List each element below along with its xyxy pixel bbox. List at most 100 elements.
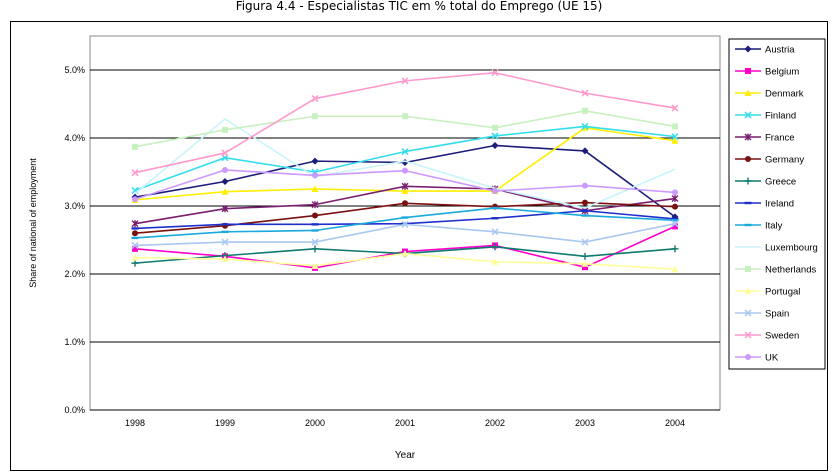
data-point (131, 220, 139, 228)
data-point (131, 259, 139, 267)
legend-item-greece: Greece (735, 177, 796, 188)
x-tick-label: 2004 (665, 418, 685, 428)
data-point (491, 69, 499, 77)
data-point (312, 172, 318, 179)
data-point (582, 199, 588, 206)
data-point (671, 133, 679, 141)
legend-label: Spain (765, 309, 789, 320)
data-point (581, 122, 589, 130)
data-point (582, 182, 588, 189)
data-point (401, 182, 409, 190)
series-group (131, 69, 679, 273)
data-point (671, 265, 679, 273)
data-point (311, 95, 319, 103)
x-tick-label: 2003 (575, 418, 595, 428)
data-point (222, 126, 228, 133)
data-point (221, 178, 229, 186)
data-point (401, 148, 409, 156)
legend-item-italy: Italy (735, 221, 783, 232)
legend-marker (745, 68, 751, 74)
legend-marker (744, 287, 752, 294)
series-luxembourg (134, 118, 676, 209)
legend-item-denmark: Denmark (735, 89, 804, 100)
legend-label: Germany (765, 155, 804, 166)
data-point (581, 147, 589, 155)
data-point (221, 238, 229, 246)
data-point (132, 230, 138, 237)
data-point (672, 189, 678, 196)
legend-item-austria: Austria (735, 45, 795, 56)
legend-marker (745, 266, 751, 272)
data-point (582, 264, 588, 271)
legend-label: Italy (765, 221, 783, 232)
data-point (311, 223, 319, 226)
data-point (131, 241, 139, 249)
legend-marker (744, 309, 752, 317)
legend-item-france: France (735, 133, 795, 144)
data-point (401, 216, 409, 219)
data-point (491, 217, 499, 220)
data-point (311, 245, 319, 253)
data-point (401, 250, 409, 257)
data-point (491, 258, 499, 265)
data-point (491, 228, 499, 236)
data-point (671, 220, 679, 228)
legend-label: Austria (765, 45, 795, 56)
legend-marker (744, 111, 752, 119)
legend-label: Luxembourg (765, 243, 818, 254)
series-italy (131, 206, 679, 240)
legend-marker (745, 156, 751, 162)
legend-label: Netherlands (765, 265, 816, 276)
x-tick-label: 1999 (215, 418, 235, 428)
data-point (491, 243, 499, 251)
data-point (131, 169, 139, 177)
series-sweden (131, 69, 679, 177)
data-point (221, 230, 229, 234)
x-tick-label: 1998 (125, 418, 145, 428)
series-uk (132, 166, 678, 203)
data-point (581, 89, 589, 97)
data-point (581, 260, 589, 267)
y-tick-label: 5.0% (64, 65, 85, 75)
data-point (131, 236, 139, 240)
legend-label: Portugal (765, 287, 800, 298)
plot-area: 0.0% 1.0% 2.0% 3.0% 4.0% 5.0% 1998 1999 2000 200… (64, 35, 721, 428)
legend-label: France (765, 133, 795, 144)
legend-item-belgium: Belgium (735, 67, 799, 78)
data-point (221, 223, 229, 226)
series-portugal (131, 250, 679, 273)
data-point (312, 113, 318, 120)
data-point (581, 252, 589, 260)
y-tick-label: 0.0% (64, 405, 85, 415)
y-axis-ticks: 0.0% 1.0% 2.0% 3.0% 4.0% 5.0% (64, 65, 85, 415)
data-point (491, 141, 499, 149)
series-netherlands (132, 107, 678, 150)
data-point (311, 201, 319, 209)
legend-marker (744, 223, 752, 227)
data-point (402, 167, 408, 174)
data-point (671, 217, 679, 221)
series-spain (131, 220, 679, 249)
legend-label: Denmark (765, 89, 804, 100)
data-point (402, 200, 408, 207)
series-line (134, 118, 676, 209)
data-point (402, 113, 408, 120)
data-point (491, 206, 499, 210)
legend-item-sweden: Sweden (735, 331, 799, 342)
legend-item-germany: Germany (735, 155, 804, 166)
legend-label: Greece (765, 177, 796, 188)
data-point (221, 205, 229, 213)
legend-items: Austria Belgium Denmark Finland France German… (735, 45, 818, 364)
data-point (672, 123, 678, 130)
data-point (581, 209, 589, 212)
y-axis-label: Share of national of employment (28, 158, 38, 288)
legend-marker (745, 354, 751, 360)
data-point (131, 254, 139, 261)
data-point (581, 214, 589, 217)
legend-item-portugal: Portugal (735, 287, 800, 298)
y-tick-label: 2.0% (64, 269, 85, 279)
legend-label: Sweden (765, 331, 799, 342)
data-point (311, 229, 319, 232)
chart-frame: 0.0% 1.0% 2.0% 3.0% 4.0% 5.0% 1998 1999 2000 200… (10, 21, 828, 471)
x-axis-label: Year (395, 450, 416, 461)
